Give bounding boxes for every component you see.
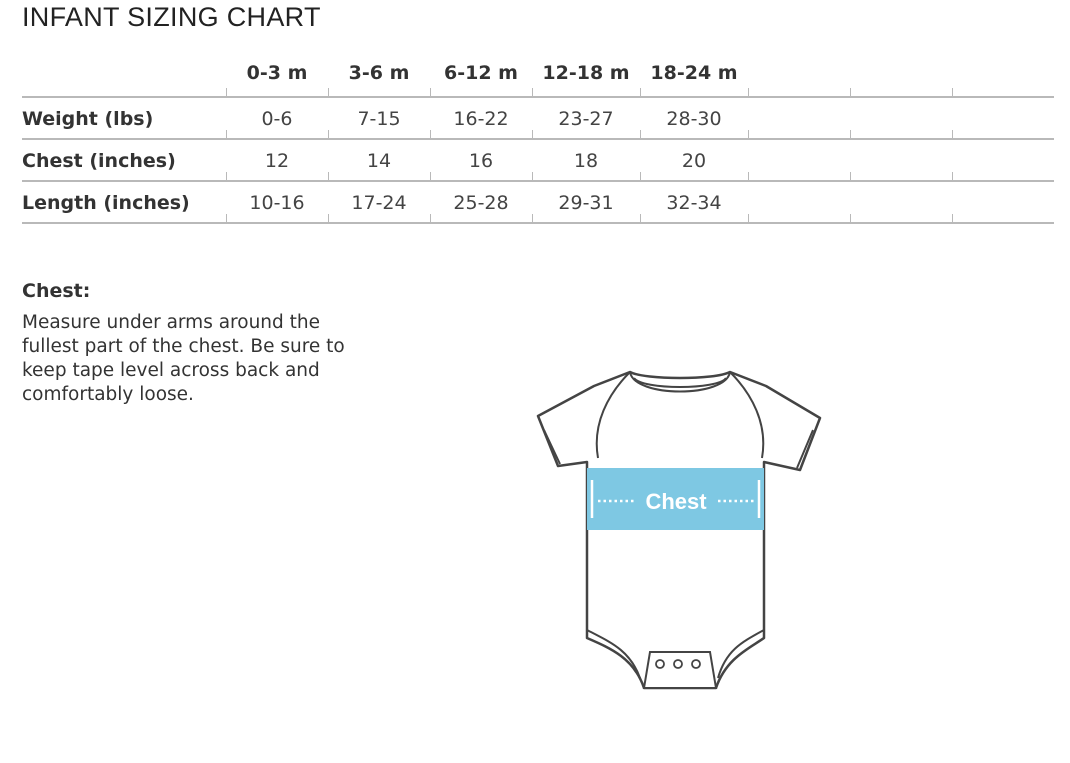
table-row: Chest (inches) 12 14 16 18 20 <box>22 140 1054 182</box>
table-cell: 23-27 <box>532 98 640 140</box>
table-cell: 28-30 <box>640 98 748 140</box>
empty-cell <box>952 98 1054 140</box>
snap-icon <box>655 659 665 669</box>
table-cell: 29-31 <box>532 182 640 224</box>
leg-trim-icon <box>586 629 765 679</box>
table-cell: 17-24 <box>328 182 430 224</box>
table-cell: 18 <box>532 140 640 182</box>
empty-cell <box>748 140 850 182</box>
empty-cell <box>748 98 850 140</box>
empty-cell <box>952 182 1054 224</box>
table-row: Length (inches) 10-16 17-24 25-28 29-31 … <box>22 182 1054 224</box>
table-header-row: 0-3 m 3-6 m 6-12 m 12-18 m 18-24 m <box>22 56 1054 98</box>
table-cell: 16 <box>430 140 532 182</box>
table-row: Weight (lbs) 0-6 7-15 16-22 23-27 28-30 <box>22 98 1054 140</box>
column-header: 18-24 m <box>640 56 748 98</box>
snap-icon <box>691 659 701 669</box>
measure-heading: Chest: <box>22 280 91 302</box>
row-label: Length (inches) <box>22 182 226 224</box>
snap-icon <box>673 659 683 669</box>
column-header: 0-3 m <box>226 56 328 98</box>
shoulder-seam-icon <box>595 371 765 459</box>
column-header: 12-18 m <box>532 56 640 98</box>
column-header: 6-12 m <box>430 56 532 98</box>
table-cell: 16-22 <box>430 98 532 140</box>
sleeve-cuff-icon <box>543 429 814 469</box>
table-cell: 10-16 <box>226 182 328 224</box>
empty-column-header <box>850 56 952 98</box>
empty-cell <box>850 140 952 182</box>
row-label: Chest (inches) <box>22 140 226 182</box>
table-cell: 25-28 <box>430 182 532 224</box>
empty-column-header <box>952 56 1054 98</box>
table-cell: 0-6 <box>226 98 328 140</box>
table-cell: 14 <box>328 140 430 182</box>
page-title: INFANT SIZING CHART <box>22 2 321 32</box>
empty-cell <box>748 182 850 224</box>
sizing-table: 0-3 m 3-6 m 6-12 m 12-18 m 18-24 m Weigh… <box>22 56 1054 224</box>
onesie-illustration: Chest <box>536 370 822 690</box>
chest-band <box>587 468 764 530</box>
collar-icon <box>629 371 731 393</box>
empty-cell <box>850 98 952 140</box>
table-cell: 7-15 <box>328 98 430 140</box>
column-header: 3-6 m <box>328 56 430 98</box>
row-label: Weight (lbs) <box>22 98 226 140</box>
table-corner-cell <box>22 56 226 98</box>
table-cell: 20 <box>640 140 748 182</box>
snap-flap-icon <box>642 651 718 689</box>
measure-description: Measure under arms around the fullest pa… <box>22 312 345 405</box>
empty-column-header <box>748 56 850 98</box>
empty-cell <box>850 182 952 224</box>
table-cell: 32-34 <box>640 182 748 224</box>
empty-cell <box>952 140 1054 182</box>
chest-band-label: Chest <box>645 489 707 514</box>
table-cell: 12 <box>226 140 328 182</box>
